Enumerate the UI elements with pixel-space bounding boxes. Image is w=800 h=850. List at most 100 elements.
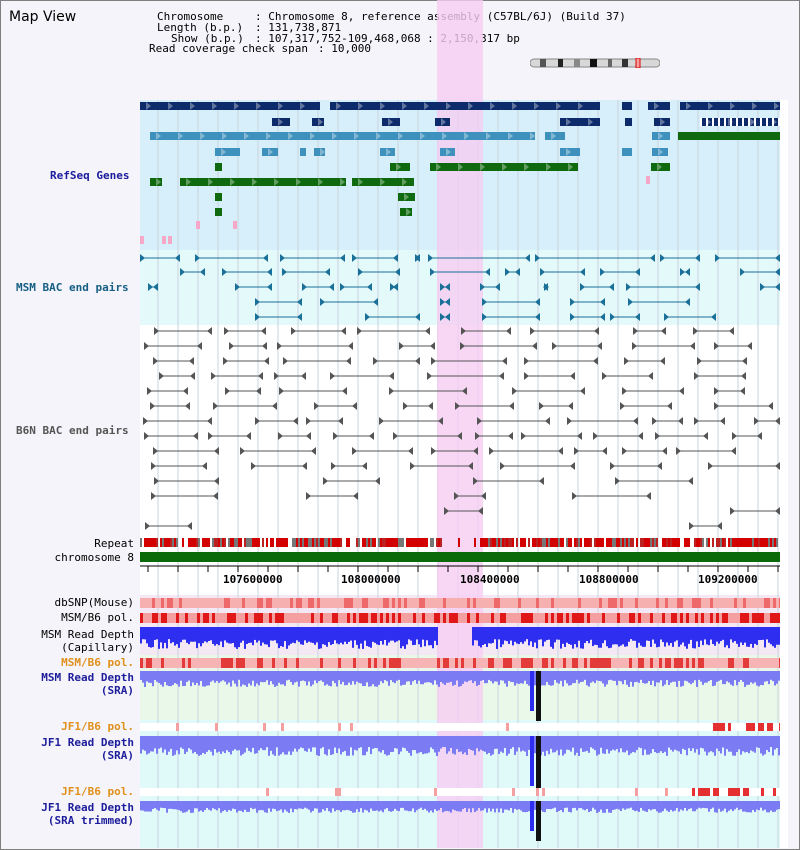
heat-cell [557,613,560,623]
depth-bar [690,671,692,685]
heat-cell [461,658,464,668]
depth-bar [712,627,714,645]
bac-end-marker [301,372,306,380]
heat-cell [692,598,695,608]
heat-cell [500,788,503,796]
heat-cell [551,598,554,608]
depth-bar [268,627,270,648]
depth-bar [258,671,260,686]
heat-cell [491,723,494,731]
depth-bar [376,671,378,687]
heat-cell [404,788,407,796]
heat-cell [656,658,659,668]
bac-end-marker [580,268,585,276]
depth-bar [338,627,340,645]
depth-bar [732,627,734,643]
bac-end-marker [438,417,443,425]
depth-bar [200,801,202,811]
depth-bar [496,801,498,809]
depth-bar [312,801,314,811]
bac-end-marker [760,283,765,291]
heat-cell [404,658,407,668]
heat-cell [374,613,377,623]
heat-cell [269,723,272,731]
repeat-mark [232,538,234,547]
axis-tick-label: 108800000 [579,573,639,586]
depth-bar [598,801,600,812]
heat-cell [263,723,266,731]
depth-bar [294,671,296,683]
heat-cell [167,598,170,608]
repeat-mark [440,538,442,547]
depth-bar [654,801,656,810]
depth-bar [266,801,268,813]
heat-cell [221,598,224,608]
heat-cell [353,788,356,796]
depth-bar [238,736,240,751]
gene-strand-arrow [774,102,779,110]
depth-bar [574,736,576,756]
bac-end-marker [678,417,683,425]
gene-strand-arrow [524,163,529,171]
heat-cell [644,723,647,731]
heat-cell [425,658,428,668]
depth-bar [192,736,194,754]
heat-cell [638,788,641,796]
depth-bar [556,736,558,751]
heat-cell [671,788,674,796]
heat-cell [746,613,749,623]
heat-cell [629,658,632,668]
gene-strand-arrow [186,178,191,186]
heat-cell [551,658,554,668]
depth-bar [560,736,562,750]
repeat-mark [362,538,364,547]
depth-bar [636,801,638,811]
heat-cell [350,788,353,796]
bac-end-marker [521,432,526,440]
depth-bar [694,627,696,649]
heat-cell [566,598,569,608]
heat-cell [557,723,560,731]
heat-cell [650,613,653,623]
depth-bar [498,801,500,813]
heat-cell [407,788,410,796]
heat-cell [761,723,764,731]
heat-cell [575,598,578,608]
heat-cell [302,723,305,731]
heat-cell [380,723,383,731]
heat-cell [626,598,629,608]
depth-bar [270,671,272,682]
depth-bar [562,801,564,813]
heat-cell [506,613,509,623]
heat-cell [491,788,494,796]
depth-bar [580,627,582,649]
heat-cell [308,658,311,668]
depth-bar [206,627,208,643]
heat-cell [164,598,167,608]
depth-bar [698,736,700,755]
depth-bar [518,627,520,645]
heat-cell [524,613,527,623]
repeat-mark [746,538,748,547]
depth-bar [488,801,490,809]
heat-cell [152,613,155,623]
repeat-mark [336,538,338,547]
depth-bar [342,801,344,811]
depth-bar [522,627,524,644]
b6n-bac-label[interactable]: B6N BAC end pairs [16,424,129,437]
depth-bar [600,736,602,748]
heat-cell [461,788,464,796]
bac-end-marker [200,268,205,276]
jf1-read-depth-sra-label: JF1 Read Depth [41,736,134,749]
heat-cell [677,788,680,796]
depth-bar [338,736,340,749]
heat-cell [434,723,437,731]
bac-end-marker [153,447,158,455]
depth-bar [416,736,418,754]
heat-cell [569,613,572,623]
chromosome-ideogram[interactable] [529,53,661,69]
msm-bac-label[interactable]: MSM BAC end pairs [16,281,129,294]
heat-cell [758,788,761,796]
refseq-genes-label[interactable]: RefSeq Genes [50,169,130,182]
